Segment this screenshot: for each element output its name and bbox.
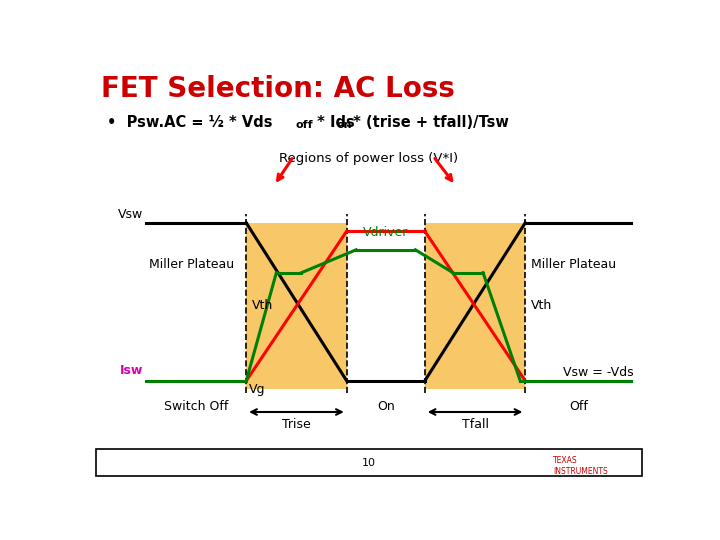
Text: Vg: Vg (249, 383, 266, 396)
Text: Vth: Vth (252, 299, 273, 312)
Text: off: off (295, 120, 313, 130)
Polygon shape (425, 223, 526, 389)
Polygon shape (246, 223, 347, 389)
Text: On: On (377, 400, 395, 413)
Text: Miller Plateau: Miller Plateau (148, 258, 234, 271)
Text: Switch Off: Switch Off (164, 400, 228, 413)
Text: Vsw = -Vds: Vsw = -Vds (564, 366, 634, 379)
FancyBboxPatch shape (96, 449, 642, 476)
Text: 10: 10 (362, 458, 376, 468)
Text: TEXAS
INSTRUMENTS: TEXAS INSTRUMENTS (553, 456, 608, 476)
Text: •  Psw.AC = ½ * Vds: • Psw.AC = ½ * Vds (107, 114, 272, 130)
Text: * Ids: * Ids (312, 114, 355, 130)
Text: * (trise + tfall)/Tsw: * (trise + tfall)/Tsw (348, 114, 508, 130)
Text: Tfall: Tfall (462, 418, 488, 431)
Text: Vsw: Vsw (118, 208, 143, 221)
Text: Isw: Isw (120, 363, 143, 377)
Text: Vth: Vth (531, 299, 552, 312)
Text: Vdriver: Vdriver (363, 226, 408, 239)
Text: Regions of power loss (V*I): Regions of power loss (V*I) (279, 152, 459, 165)
Text: on: on (337, 120, 352, 130)
Text: Miller Plateau: Miller Plateau (531, 258, 616, 271)
Text: Trise: Trise (282, 418, 311, 431)
Text: Off: Off (569, 400, 588, 413)
Text: FET Selection: AC Loss: FET Selection: AC Loss (101, 75, 455, 103)
